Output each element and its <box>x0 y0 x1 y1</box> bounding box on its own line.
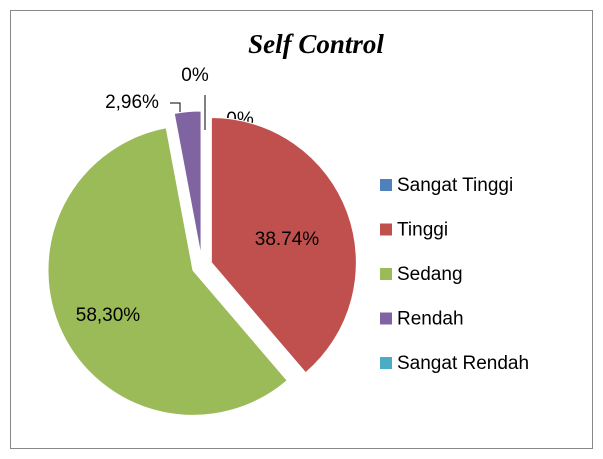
legend-swatch <box>380 179 392 191</box>
legend-swatch <box>380 312 392 325</box>
legend-swatch <box>380 357 392 369</box>
legend-swatch <box>380 223 392 236</box>
legend-label: Sangat Rendah <box>397 353 529 374</box>
data-label: 38.74% <box>255 229 320 250</box>
data-label: 58,30% <box>76 305 141 326</box>
legend-label: Tinggi <box>397 220 448 241</box>
data-label: 2,96% <box>105 92 159 113</box>
pie-slice <box>47 127 288 416</box>
legend-label: Sedang <box>397 264 463 285</box>
legend-label: Sangat Tinggi <box>397 175 513 196</box>
data-label: 0% <box>181 65 209 86</box>
legend-swatch <box>380 268 392 280</box>
pie-slice <box>210 117 357 374</box>
pie-slice <box>173 110 202 257</box>
chart-title: Self Control <box>248 29 384 59</box>
legend-label: Rendah <box>397 309 464 330</box>
